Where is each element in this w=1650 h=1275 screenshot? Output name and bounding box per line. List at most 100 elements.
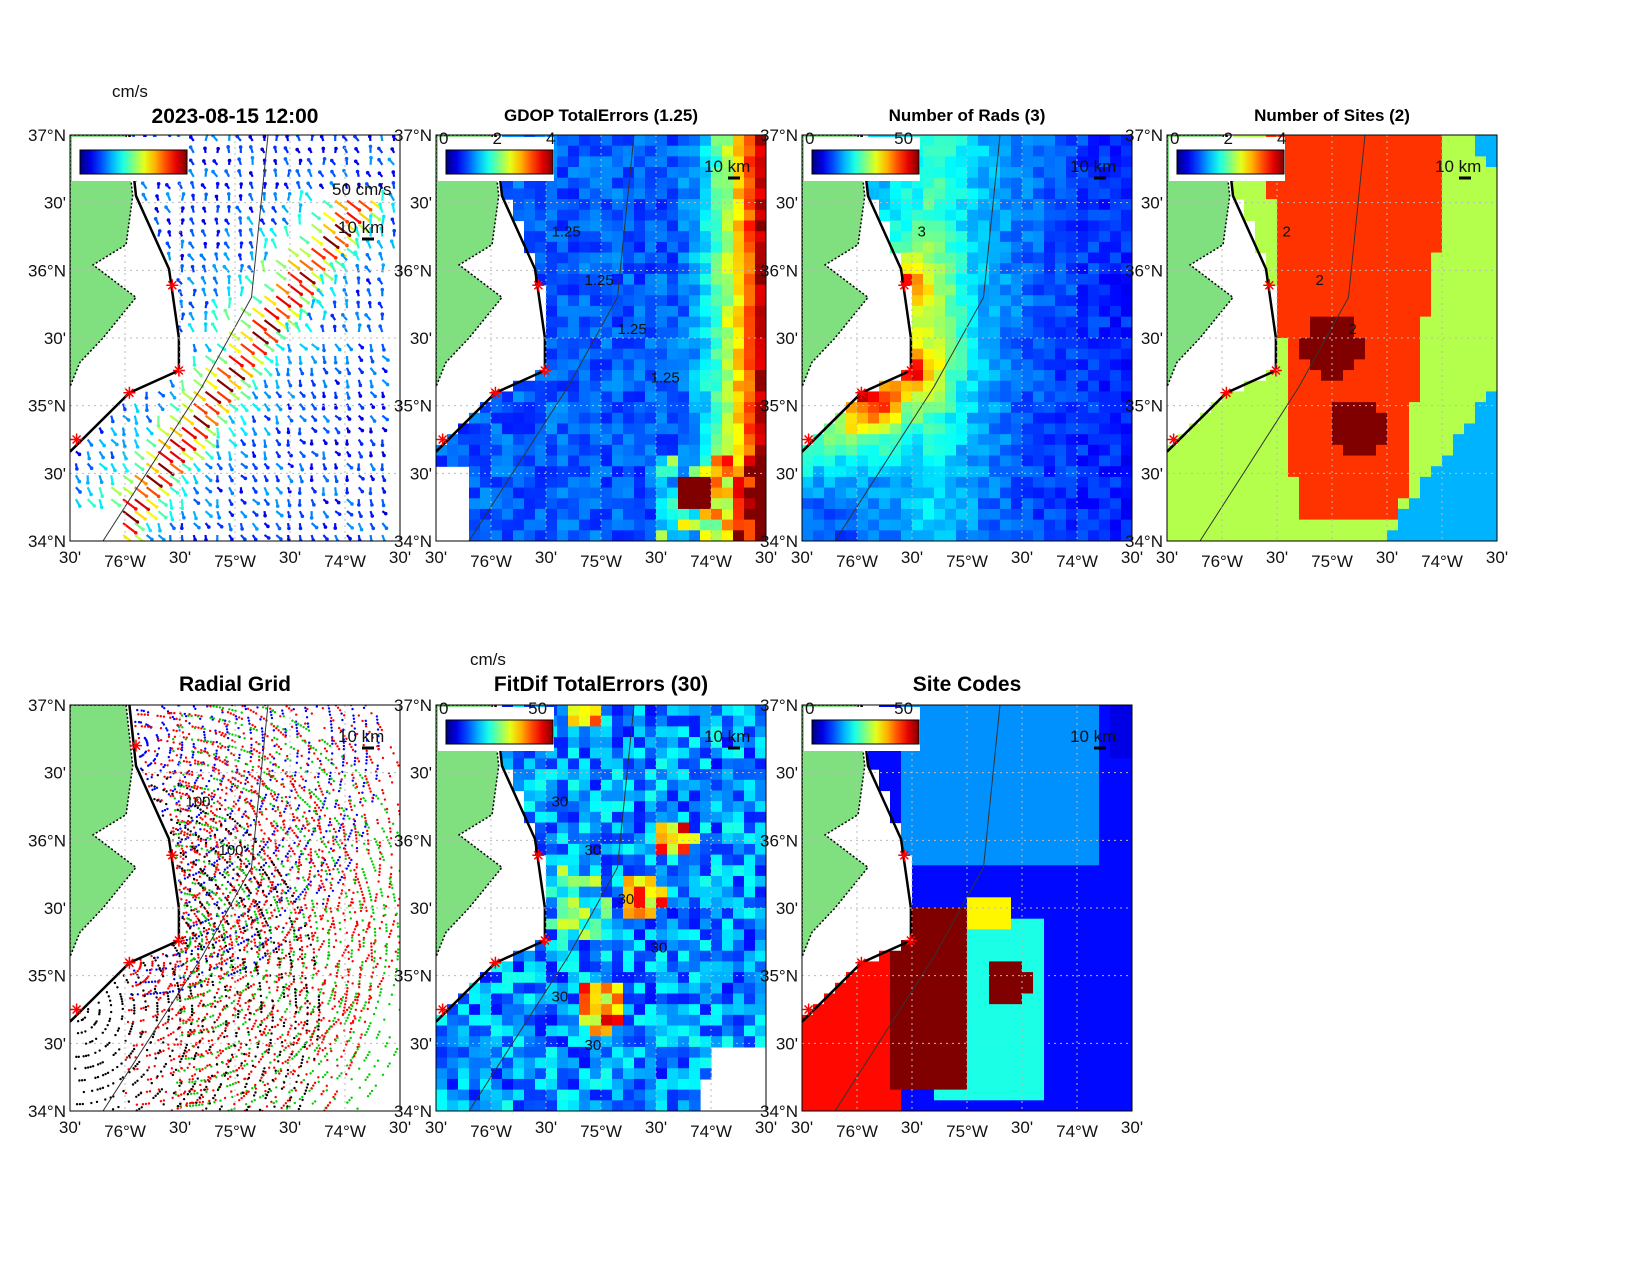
grid-cell bbox=[568, 412, 580, 425]
grid-cell bbox=[1000, 434, 1012, 446]
vector-head bbox=[289, 479, 294, 484]
grid-cell bbox=[678, 167, 690, 179]
grid-cell bbox=[733, 498, 745, 510]
grid-cell bbox=[923, 530, 935, 541]
grid-cell bbox=[934, 209, 946, 222]
grid-cell bbox=[1431, 273, 1443, 286]
grid-cell bbox=[1431, 348, 1443, 360]
vector-head bbox=[311, 298, 316, 303]
grid-cell bbox=[1022, 530, 1034, 541]
vector-head bbox=[275, 421, 280, 425]
grid-cell bbox=[1033, 167, 1045, 179]
grid-cell bbox=[934, 145, 946, 157]
grid-cell bbox=[1354, 156, 1366, 168]
vector-head bbox=[201, 219, 206, 223]
grid-cell bbox=[1420, 444, 1432, 457]
radial-grid-point bbox=[248, 862, 251, 865]
grid-cell bbox=[1299, 380, 1311, 393]
vector-head bbox=[192, 363, 197, 367]
vector-head bbox=[227, 158, 232, 163]
grid-cell bbox=[1486, 199, 1497, 211]
grid-cell bbox=[1022, 508, 1034, 521]
radial-grid-point bbox=[281, 709, 284, 712]
grid-cell bbox=[1011, 177, 1023, 190]
grid-cell bbox=[1475, 252, 1487, 264]
grid-cell bbox=[989, 252, 1001, 264]
grid-cell bbox=[645, 434, 657, 446]
grid-cell bbox=[989, 444, 1001, 457]
grid-cell bbox=[945, 391, 957, 403]
grid-cell bbox=[480, 444, 492, 457]
grid-cell bbox=[524, 199, 536, 211]
grid-cell bbox=[912, 199, 924, 211]
grid-cell bbox=[978, 487, 990, 499]
grid-cell bbox=[890, 466, 902, 478]
lat-tick-label: 36°N bbox=[394, 261, 432, 280]
grid-cell bbox=[1398, 508, 1410, 521]
grid-cell bbox=[1000, 338, 1012, 350]
grid-cell bbox=[1055, 498, 1067, 510]
vector-head bbox=[390, 147, 394, 151]
grid-cell bbox=[1055, 530, 1067, 541]
radial-grid-point bbox=[298, 855, 301, 859]
radial-grid-point bbox=[185, 938, 189, 942]
grid-cell bbox=[546, 487, 558, 499]
grid-cell bbox=[524, 241, 536, 254]
vector-head bbox=[180, 253, 185, 258]
grid-cell bbox=[645, 444, 657, 457]
radial-grid-point bbox=[157, 747, 161, 750]
grid-cell bbox=[711, 338, 723, 350]
grid-cell bbox=[1475, 263, 1487, 275]
grid-cell bbox=[689, 434, 701, 446]
vector-head bbox=[200, 276, 205, 280]
grid-cell bbox=[590, 348, 602, 360]
vector-head bbox=[310, 291, 315, 296]
grid-cell bbox=[1099, 348, 1111, 360]
grid-cell bbox=[689, 177, 701, 190]
vector-head bbox=[266, 502, 270, 506]
grid-cell bbox=[1255, 177, 1267, 190]
grid-cell bbox=[623, 188, 635, 200]
grid-cell bbox=[1486, 167, 1497, 179]
grid-cell bbox=[579, 530, 591, 541]
grid-cell bbox=[1066, 220, 1078, 232]
grid-cell bbox=[1398, 273, 1410, 286]
grid-cell bbox=[1354, 252, 1366, 264]
radial-grid-point bbox=[339, 826, 342, 830]
grid-cell bbox=[656, 380, 668, 393]
radial-grid-point bbox=[281, 778, 284, 781]
grid-cell bbox=[1077, 519, 1089, 531]
grid-cell bbox=[568, 135, 580, 147]
grid-cell bbox=[546, 434, 558, 446]
grid-cell bbox=[1178, 530, 1190, 541]
grid-cell bbox=[978, 508, 990, 521]
vector-head bbox=[244, 275, 249, 279]
contour-label: 1.25 bbox=[585, 272, 614, 289]
grid-cell bbox=[945, 423, 957, 435]
grid-cell bbox=[945, 476, 957, 489]
grid-cell bbox=[1321, 391, 1333, 403]
vector-head bbox=[311, 538, 316, 541]
grid-cell bbox=[1431, 359, 1443, 371]
grid-cell bbox=[956, 519, 968, 531]
vector-head bbox=[210, 456, 214, 460]
grid-cell bbox=[700, 338, 712, 350]
grid-cell bbox=[1211, 423, 1223, 435]
grid-cell bbox=[923, 177, 935, 190]
grid-cell bbox=[1442, 156, 1454, 168]
grid-cell bbox=[590, 209, 602, 222]
grid-cell bbox=[1222, 412, 1234, 425]
panel-title: Number of Sites (2) bbox=[1254, 106, 1410, 125]
grid-cell bbox=[1255, 423, 1267, 435]
grid-cell bbox=[502, 530, 514, 541]
grid-cell bbox=[1354, 498, 1366, 510]
vector-head bbox=[275, 135, 279, 138]
grid-cell bbox=[1277, 423, 1289, 435]
vector-head bbox=[326, 430, 330, 434]
current-vector bbox=[110, 486, 121, 495]
vector-head bbox=[203, 322, 208, 326]
grid-cell bbox=[1200, 487, 1212, 499]
vector-head bbox=[175, 491, 180, 495]
grid-cell bbox=[1354, 402, 1366, 414]
